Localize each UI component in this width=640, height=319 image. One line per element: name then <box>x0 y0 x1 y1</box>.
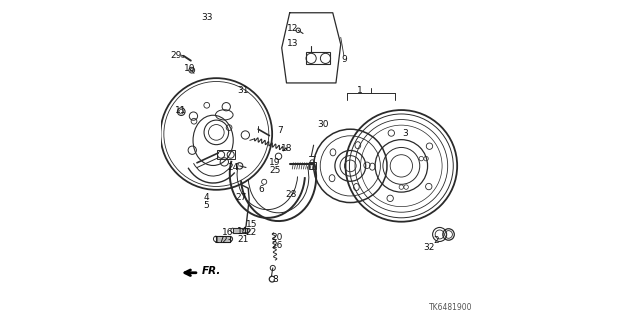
Text: FR.: FR. <box>202 266 221 276</box>
Text: 13: 13 <box>287 39 299 48</box>
Text: 14: 14 <box>237 227 248 236</box>
Text: 21: 21 <box>237 235 248 244</box>
Text: 22: 22 <box>246 228 257 237</box>
Polygon shape <box>216 236 230 242</box>
Text: 25: 25 <box>269 166 280 175</box>
Text: 19: 19 <box>269 158 280 167</box>
Text: 26: 26 <box>271 241 283 250</box>
Text: 9: 9 <box>341 55 347 63</box>
Text: 2: 2 <box>434 236 439 245</box>
Text: 20: 20 <box>271 233 283 242</box>
Text: 31: 31 <box>237 86 249 95</box>
Bar <box>309 162 316 169</box>
Text: 12: 12 <box>287 24 299 33</box>
Text: 16: 16 <box>221 228 233 237</box>
Text: 33: 33 <box>201 13 212 22</box>
Text: 11: 11 <box>175 106 186 115</box>
Bar <box>307 52 330 64</box>
Text: 5: 5 <box>204 201 209 210</box>
Text: 8: 8 <box>273 275 278 284</box>
Text: TK6481900: TK6481900 <box>429 303 472 312</box>
Text: 28: 28 <box>285 190 297 199</box>
Text: 3: 3 <box>403 130 408 138</box>
Text: 27: 27 <box>236 193 246 202</box>
Text: 30: 30 <box>317 120 328 129</box>
Text: 6: 6 <box>258 185 264 194</box>
Text: 4: 4 <box>204 193 209 202</box>
Text: 7: 7 <box>277 126 283 135</box>
Text: 24: 24 <box>228 163 239 172</box>
Text: 23: 23 <box>222 236 233 245</box>
Text: 29: 29 <box>170 51 182 60</box>
Polygon shape <box>233 228 247 233</box>
Text: 18: 18 <box>281 144 292 153</box>
Bar <box>218 150 234 159</box>
Text: 15: 15 <box>246 220 257 229</box>
Text: 10: 10 <box>184 64 196 73</box>
Text: 17: 17 <box>214 236 225 245</box>
Text: 32: 32 <box>424 243 435 252</box>
Text: 1: 1 <box>357 86 363 95</box>
